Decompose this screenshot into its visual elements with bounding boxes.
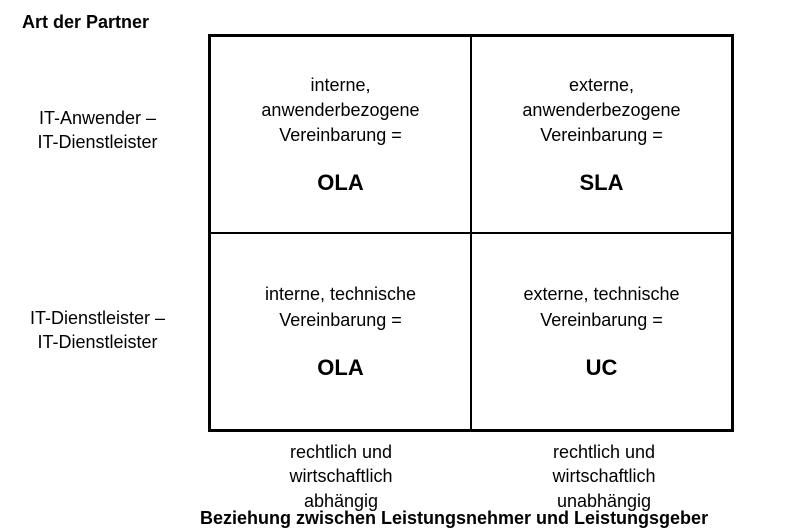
cell-desc: interne, anwenderbezogene Vereinbarung = (261, 73, 419, 149)
matrix-grid: interne, anwenderbezogene Vereinbarung =… (208, 34, 734, 432)
row-label-2: IT-Dienstleister – IT-Dienstleister (0, 306, 195, 355)
cell-desc: externe, anwenderbezogene Vereinbarung = (522, 73, 680, 149)
cell-desc: externe, technische Vereinbarung = (523, 282, 679, 332)
cell-1-abbr: SLA (580, 170, 624, 196)
row-label-1: IT-Anwender – IT-Dienstleister (0, 106, 195, 155)
cell-1-line2: anwenderbezogene (522, 100, 680, 120)
col-label-1: rechtlich und wirtschaftlich abhängig (211, 440, 471, 513)
matrix-diagram: Art der Partner IT-Anwender – IT-Dienstl… (0, 0, 794, 530)
cell-0-abbr: OLA (317, 170, 363, 196)
row-label-1-line2: IT-Dienstleister (37, 132, 157, 152)
col-label-2-line2: wirtschaftlich (552, 466, 655, 486)
cell-3-line2: Vereinbarung = (540, 310, 663, 330)
cell-2-line1: interne, technische (265, 284, 416, 304)
cell-0-line1: interne, (310, 75, 370, 95)
row-label-1-line1: IT-Anwender – (39, 108, 156, 128)
bottom-axis-title: Beziehung zwischen Leistungsnehmer und L… (200, 508, 780, 529)
row-label-2-line1: IT-Dienstleister – (30, 308, 165, 328)
cell-bottom-right: externe, technische Vereinbarung = UC (471, 233, 732, 430)
cell-1-line3: Vereinbarung = (540, 125, 663, 145)
cell-top-left: interne, anwenderbezogene Vereinbarung =… (210, 36, 471, 233)
cell-3-line1: externe, technische (523, 284, 679, 304)
row-label-2-line2: IT-Dienstleister (37, 332, 157, 352)
cell-2-line2: Vereinbarung = (279, 310, 402, 330)
cell-desc: interne, technische Vereinbarung = (265, 282, 416, 332)
top-axis-title: Art der Partner (22, 12, 149, 33)
col-label-1-line2: wirtschaftlich (289, 466, 392, 486)
cell-top-right: externe, anwenderbezogene Vereinbarung =… (471, 36, 732, 233)
col-label-1-line1: rechtlich und (290, 442, 392, 462)
cell-bottom-left: interne, technische Vereinbarung = OLA (210, 233, 471, 430)
col-label-2: rechtlich und wirtschaftlich unabhängig (474, 440, 734, 513)
cell-1-line1: externe, (569, 75, 634, 95)
cell-3-abbr: UC (586, 355, 618, 381)
cell-0-line3: Vereinbarung = (279, 125, 402, 145)
cell-2-abbr: OLA (317, 355, 363, 381)
cell-0-line2: anwenderbezogene (261, 100, 419, 120)
col-label-2-line1: rechtlich und (553, 442, 655, 462)
